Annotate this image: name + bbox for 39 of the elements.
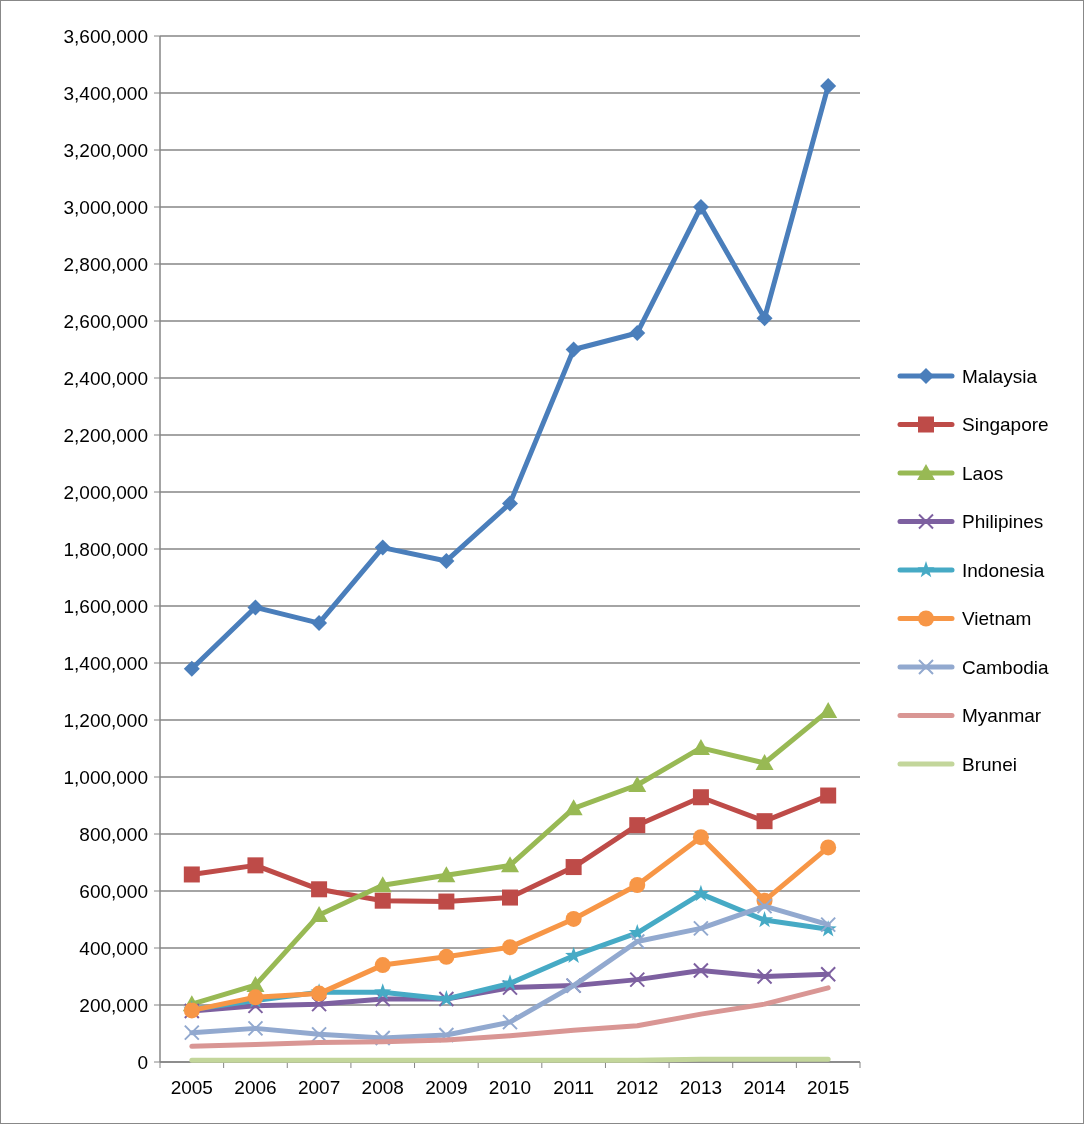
- x-tick-label: 2013: [679, 1077, 723, 1098]
- y-tick-label: 3,200,000: [63, 139, 148, 161]
- x-tick-label: 2010: [488, 1077, 532, 1098]
- y-tick-label: 2,200,000: [63, 424, 148, 446]
- y-tick-label: 600,000: [79, 880, 148, 902]
- x-tick-label: 2008: [361, 1077, 404, 1098]
- legend-label: Malaysia: [962, 365, 1038, 387]
- y-tick-label: 3,600,000: [63, 25, 148, 47]
- x-tick-label: 2014: [743, 1077, 787, 1098]
- x-tick-label: 2011: [553, 1077, 595, 1098]
- legend-label: Vietnam: [962, 608, 1032, 630]
- y-tick-label: 2,600,000: [63, 310, 148, 332]
- y-tick-label: 1,800,000: [63, 538, 148, 560]
- y-tick-label: 200,000: [79, 994, 148, 1016]
- y-tick-label: 400,000: [79, 937, 148, 959]
- x-tick-label: 2009: [425, 1077, 468, 1098]
- legend-label: Philipines: [962, 511, 1044, 533]
- y-tick-label: 2,800,000: [63, 253, 148, 275]
- y-tick-label: 1,600,000: [63, 595, 148, 617]
- x-tick-label: 2015: [807, 1077, 850, 1098]
- legend-label: Cambodia: [962, 656, 1050, 678]
- y-tick-label: 2,000,000: [63, 481, 148, 503]
- x-tick-label: 2005: [170, 1077, 213, 1098]
- legend-label: Brunei: [962, 753, 1017, 775]
- y-tick-label: 0: [137, 1051, 148, 1073]
- legend-label: Indonesia: [962, 559, 1045, 581]
- x-tick-label: 2012: [616, 1077, 659, 1098]
- y-tick-label: 800,000: [79, 823, 148, 845]
- x-tick-label: 2007: [297, 1077, 341, 1098]
- legend-label: Singapore: [962, 414, 1049, 436]
- y-tick-label: 3,000,000: [63, 196, 148, 218]
- legend-label: Laos: [962, 462, 1004, 484]
- y-tick-label: 3,400,000: [63, 82, 148, 104]
- y-tick-label: 1,200,000: [63, 709, 148, 731]
- x-tick-label: 2006: [234, 1077, 277, 1098]
- legend-label: Myanmar: [962, 705, 1042, 727]
- y-tick-label: 1,400,000: [63, 652, 148, 674]
- y-tick-label: 1,000,000: [63, 766, 148, 788]
- y-tick-label: 2,400,000: [63, 367, 148, 389]
